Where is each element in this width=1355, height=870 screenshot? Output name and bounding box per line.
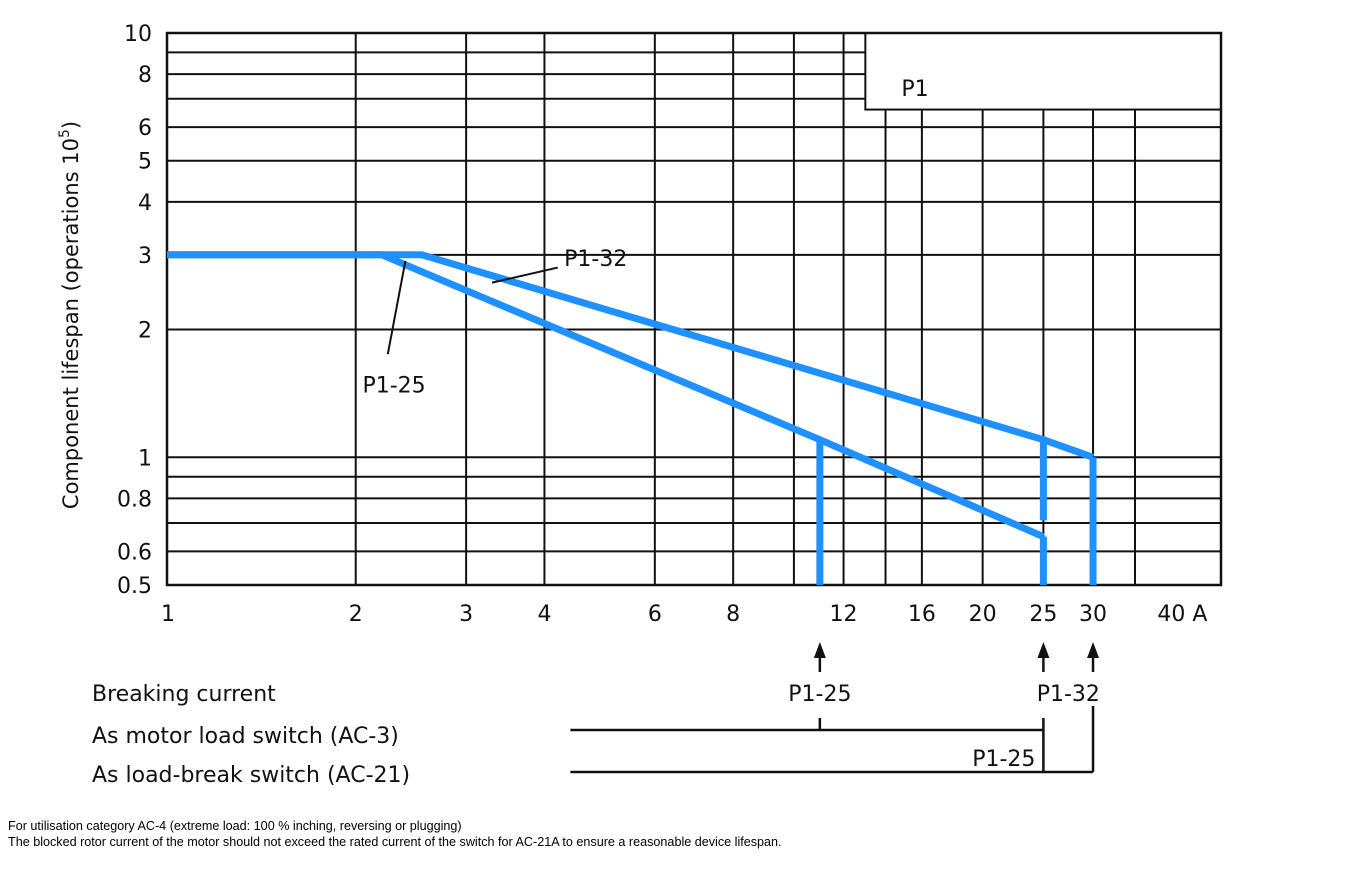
legend-label: P1: [901, 77, 928, 102]
x-tick-label: 40 A: [1157, 602, 1207, 627]
axes-frame: [165, 31, 1223, 587]
x-tick-label: 25: [1029, 602, 1057, 627]
x-tick-labels: 1 2 3 4 6 8 12 16 20 25 30 40 A: [161, 602, 1207, 627]
x-tick-label: 16: [908, 602, 936, 627]
x-tick-label: 4: [537, 602, 551, 627]
x-tick-label: 1: [161, 602, 175, 627]
callout-label: P1-32: [564, 247, 627, 272]
y-axis-label-superscript: 5: [57, 129, 73, 138]
x-tick-label: 20: [969, 602, 997, 627]
chart-background: [0, 0, 1355, 815]
y-tick-label: 2: [138, 319, 152, 344]
y-tick-labels: 10 8 6 5 4 3 2 1 0.8 0.6 0.5: [117, 22, 152, 599]
plot-frame: [165, 31, 1223, 587]
ac21-label: As load-break switch (AC-21): [92, 763, 410, 788]
series-group: [167, 251, 1097, 585]
x-tick-label: 2: [349, 602, 363, 627]
y-tick-label: 6: [138, 116, 152, 141]
legend-box-rect: [864, 32, 1222, 111]
x-tick-label: 6: [648, 602, 662, 627]
breaking-arrow-head: [1087, 642, 1100, 658]
y-tick-label: 0.8: [117, 487, 152, 512]
breaking-current-heading: Breaking current: [92, 682, 276, 707]
series-line: [167, 251, 1045, 540]
y-tick-label: 0.5: [117, 574, 152, 599]
callout-leader: [386, 260, 407, 355]
footnotes: For utilisation category AC-4 (extreme l…: [8, 818, 1348, 850]
footnote-ac4: For utilisation category AC-4 (extreme l…: [8, 819, 462, 833]
legend-box: P1: [864, 32, 1222, 111]
y-axis-label-main: Component lifespan (operations 10: [59, 138, 83, 509]
y-tick-label: 8: [138, 63, 152, 88]
y-tick-label: 0.6: [117, 540, 152, 565]
y-tick-label: 4: [138, 191, 152, 216]
y-tick-label: 5: [138, 150, 152, 175]
breaking-arrow-label: P1-25: [788, 682, 851, 707]
breaking-arrow-head: [1037, 642, 1050, 658]
breaking-inline-label: P1-25: [972, 747, 1035, 772]
y-tick-label: 3: [138, 244, 152, 269]
breaking-arrow-label: P1-32: [1037, 682, 1100, 707]
x-tick-label: 3: [459, 602, 473, 627]
x-tick-label: 8: [726, 602, 740, 627]
callout-leader: [491, 266, 558, 284]
series-callouts: P1-32 P1-25: [362, 247, 627, 398]
breaking-arrow-head: [813, 642, 826, 658]
ac3-label: As motor load switch (AC-3): [92, 724, 399, 749]
footnote-rotor-current: The blocked rotor current of the motor s…: [8, 835, 782, 849]
y-axis-label-end: ): [59, 121, 83, 129]
breaking-current-diagram: Breaking current As motor load switch (A…: [92, 642, 1100, 788]
y-tick-label: 1: [138, 446, 152, 471]
callout-label: P1-25: [362, 374, 425, 399]
x-tick-label: 30: [1079, 602, 1107, 627]
y-axis-label: Component lifespan (operations 105): [57, 121, 83, 509]
y-tick-label: 10: [124, 22, 152, 47]
x-tick-label: 12: [830, 602, 858, 627]
